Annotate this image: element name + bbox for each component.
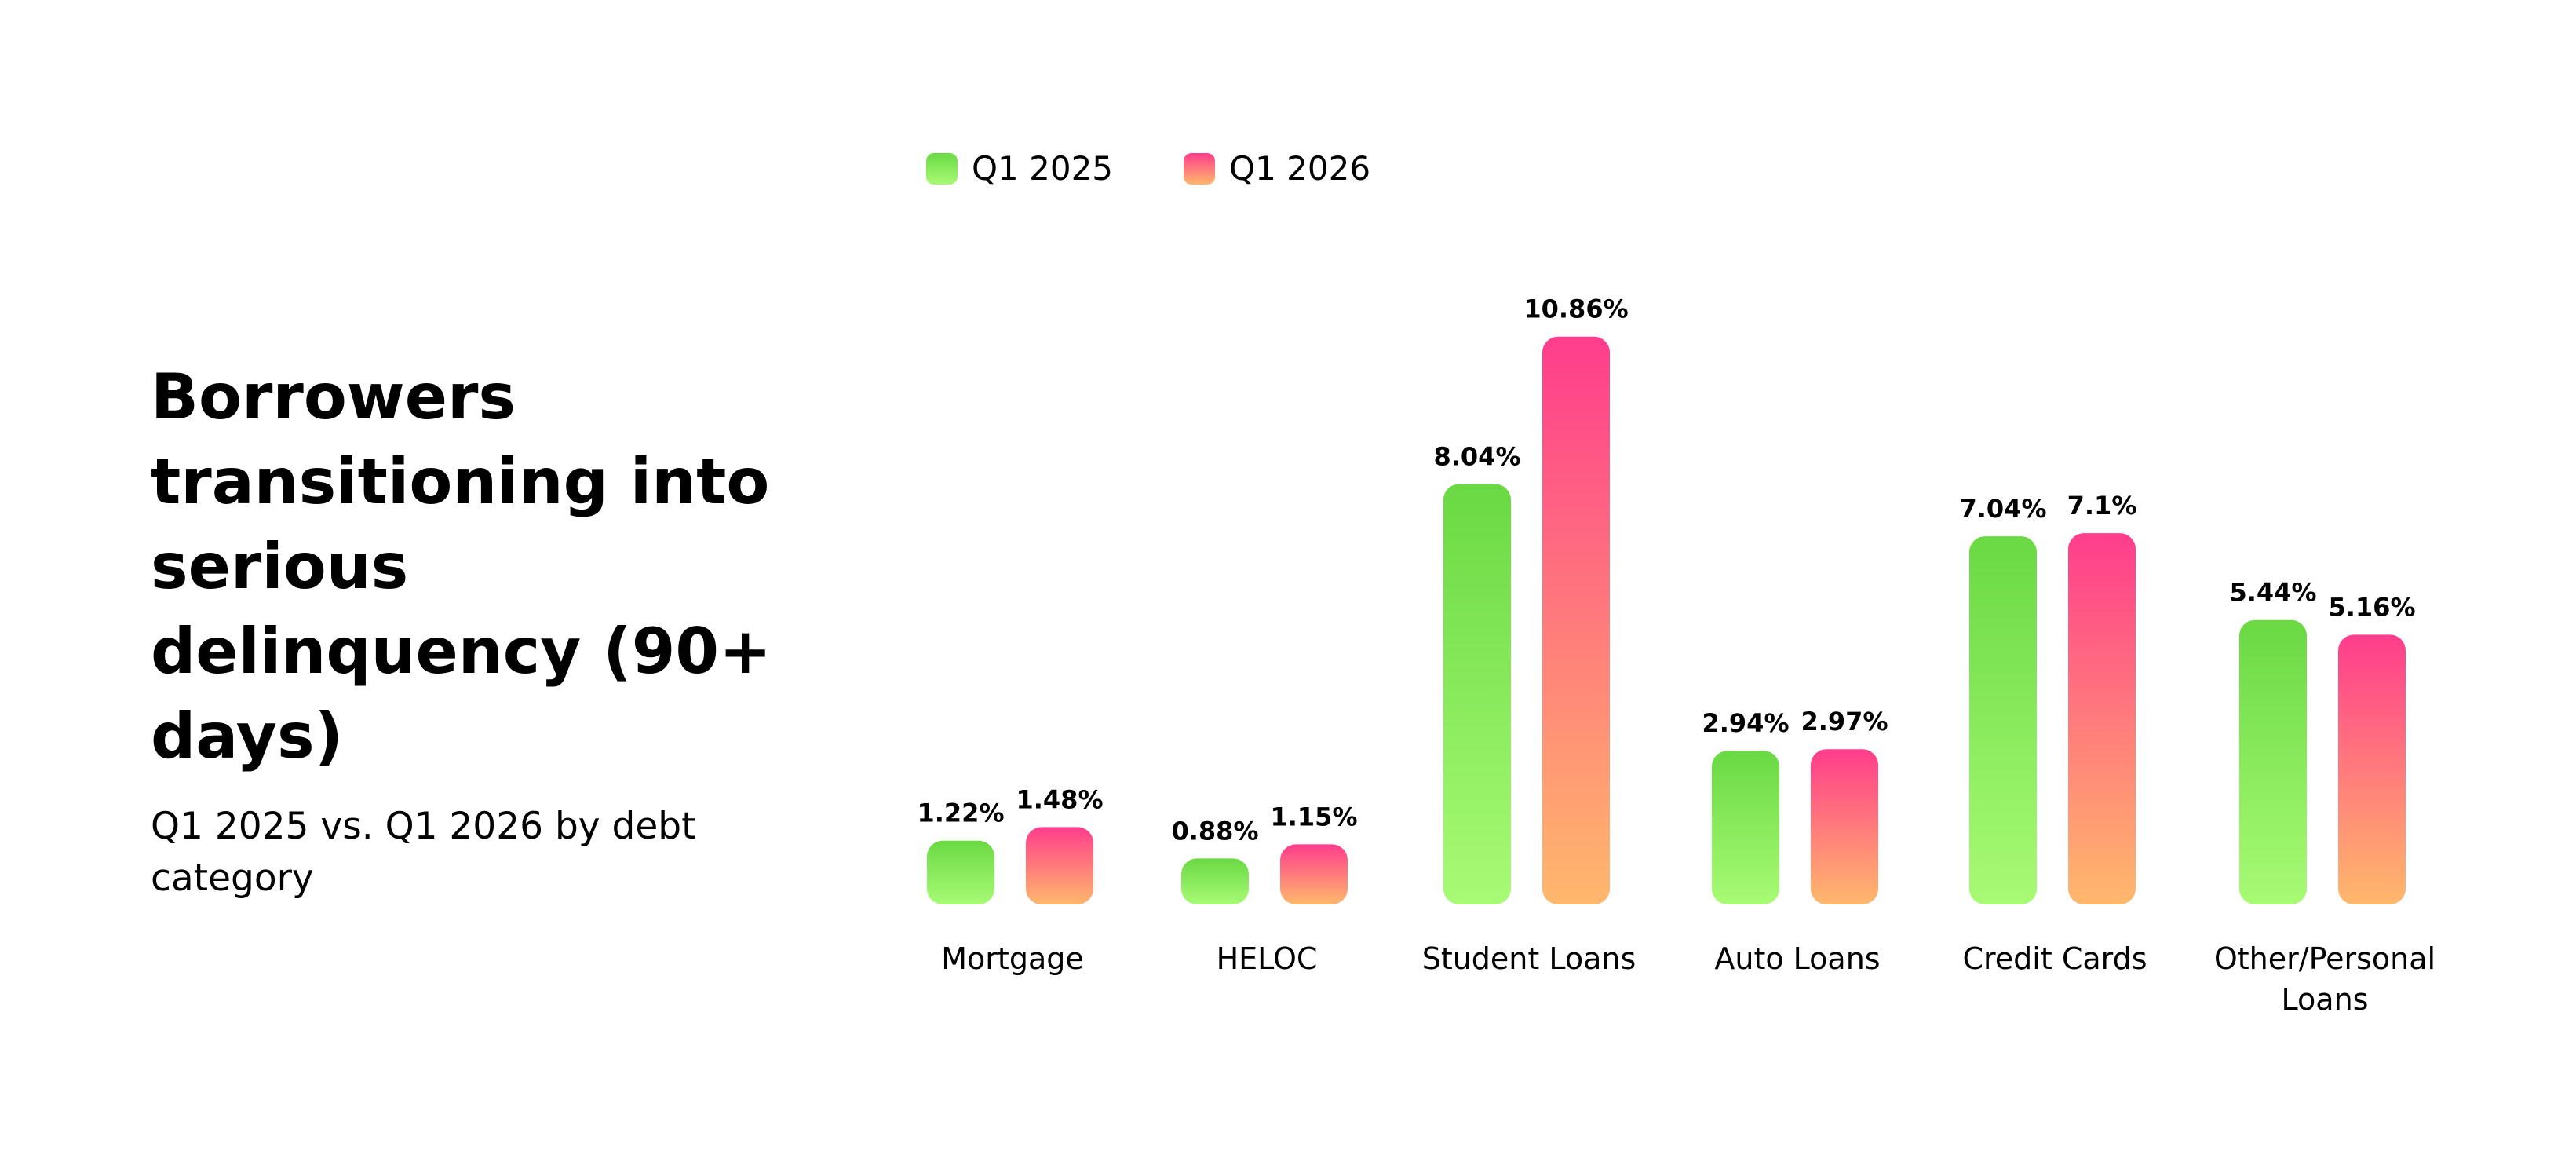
value-label-mortgage-q1-2026: 1.48%: [1016, 784, 1103, 814]
value-label-other-personal-loans-q1-2026: 5.16%: [2328, 592, 2415, 622]
chart-title: Borrowers transitioning into serious del…: [151, 360, 772, 773]
bar-credit-cards-q1-2026: [2068, 533, 2136, 904]
legend-item-q1-2025: Q1 2025: [926, 152, 1113, 185]
legend-label-q1-2026: Q1 2026: [1229, 149, 1371, 188]
legend-swatch-q1-2026: [1184, 153, 1216, 185]
category-label-credit-cards: Credit Cards: [1962, 941, 2147, 976]
value-label-auto-loans-q1-2025: 2.94%: [1702, 708, 1789, 738]
bar-heloc-q1-2026: [1280, 844, 1348, 904]
value-label-heloc-q1-2025: 0.88%: [1171, 816, 1258, 846]
legend-label-q1-2025: Q1 2025: [972, 149, 1114, 188]
value-label-student-loans-q1-2025: 8.04%: [1433, 442, 1520, 472]
category-label-auto-loans: Auto Loans: [1714, 941, 1880, 976]
bar-credit-cards-q1-2025: [1969, 536, 2037, 904]
value-label-other-personal-loans-q1-2025: 5.44%: [2229, 578, 2316, 608]
value-label-credit-cards-q1-2026: 7.1%: [2067, 491, 2137, 521]
bar-mortgage-q1-2026: [1026, 827, 1093, 904]
bar-student-loans-q1-2026: [1542, 336, 1610, 904]
legend: Q1 2025 Q1 2026: [926, 152, 1441, 185]
value-label-credit-cards-q1-2025: 7.04%: [1959, 494, 2046, 524]
legend-item-q1-2026: Q1 2026: [1184, 152, 1370, 185]
legend-swatch-q1-2025: [926, 153, 958, 185]
bar-other-personal-loans-q1-2025: [2239, 619, 2307, 904]
category-label-heloc: HELOC: [1217, 941, 1318, 976]
value-label-mortgage-q1-2025: 1.22%: [917, 798, 1004, 828]
bar-other-personal-loans-q1-2026: [2338, 634, 2406, 904]
title-block: Borrowers transitioning into serious del…: [151, 355, 857, 904]
value-label-student-loans-q1-2026: 10.86%: [1523, 294, 1628, 324]
category-label-student-loans: Student Loans: [1422, 941, 1636, 976]
category-label-mortgage: Mortgage: [941, 941, 1083, 976]
bar-mortgage-q1-2025: [927, 840, 994, 904]
value-label-auto-loans-q1-2026: 2.97%: [1801, 707, 1888, 736]
bar-heloc-q1-2025: [1181, 858, 1249, 904]
bar-auto-loans-q1-2025: [1712, 751, 1779, 904]
category-label-other-personal-loans: Other/Personal Loans: [2214, 941, 2436, 1017]
value-label-heloc-q1-2026: 1.15%: [1270, 802, 1357, 831]
bar-student-loans-q1-2025: [1443, 484, 1511, 904]
chart-subtitle: Q1 2025 vs. Q1 2026 by debt category: [151, 805, 696, 900]
bar-auto-loans-q1-2026: [1811, 749, 1878, 904]
